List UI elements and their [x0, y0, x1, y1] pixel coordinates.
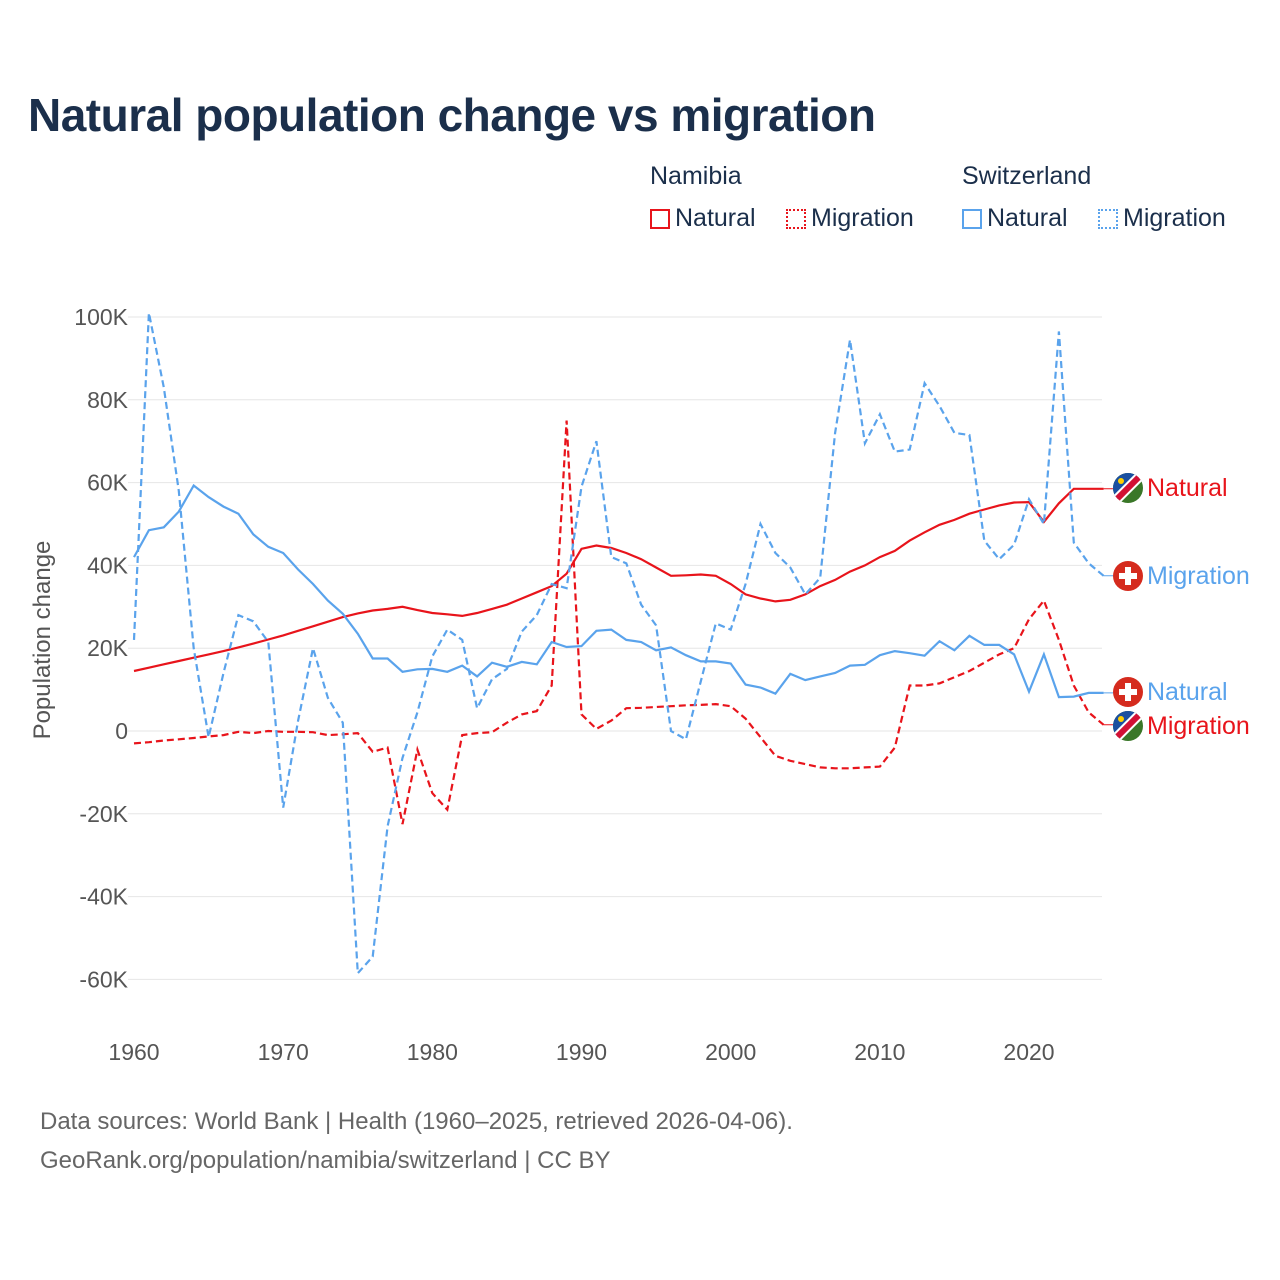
x-tick-label: 1970: [258, 1039, 309, 1065]
legend-group-title: Switzerland: [962, 162, 1092, 190]
series-line-namibia-natural[interactable]: [133, 487, 1104, 673]
namibia-flag-icon: [1113, 473, 1143, 503]
legend-item-namibia-migration[interactable]: Migration: [786, 204, 914, 233]
y-tick-label: -20K: [79, 801, 128, 827]
end-label: Migration: [1147, 712, 1250, 740]
end-label: Migration: [1147, 562, 1250, 590]
namibia-flag-icon: [1113, 711, 1143, 741]
y-tick-label: 60K: [87, 470, 129, 496]
end-label: Natural: [1147, 474, 1228, 502]
legend-item-switzerland-natural[interactable]: Natural: [962, 204, 1068, 233]
series-line-namibia-migration[interactable]: [133, 420, 1105, 825]
legend-label: Natural: [675, 204, 756, 232]
legend-swatch: [1098, 208, 1118, 229]
switzerland-flag-icon: [1113, 561, 1143, 591]
x-tick-label: 1960: [108, 1039, 159, 1065]
legend-group-switzerland: Switzerland Natural Migration: [962, 162, 1226, 232]
end-label-connector: [1103, 724, 1115, 726]
series-line-switzerland-natural[interactable]: [133, 483, 1104, 699]
x-tick-label: 1990: [556, 1039, 607, 1065]
legend-item-namibia-natural[interactable]: Natural: [650, 204, 756, 233]
y-tick-label: 0: [115, 718, 128, 744]
end-label-connector: [1103, 692, 1115, 694]
legend-swatch: [650, 208, 670, 229]
switzerland-flag-icon: [1113, 677, 1143, 707]
y-tick-label: -60K: [79, 966, 128, 992]
legend-group-title: Namibia: [650, 162, 742, 190]
legend-swatch: [962, 208, 982, 229]
y-axis-label: Population change: [29, 541, 56, 740]
legend-item-switzerland-migration[interactable]: Migration: [1098, 204, 1226, 233]
series-line-switzerland-migration[interactable]: [132, 312, 1105, 976]
x-tick-label: 2000: [705, 1039, 756, 1065]
end-label-connector: [1103, 488, 1115, 490]
footer-sources: Data sources: World Bank | Health (1960–…: [40, 1108, 793, 1135]
legend-label: Migration: [811, 204, 914, 232]
end-label: Natural: [1147, 678, 1228, 706]
legend-swatch: [786, 208, 806, 229]
legend-label: Natural: [987, 204, 1068, 232]
chart-title: Natural population change vs migration: [28, 89, 876, 141]
x-tick-label: 2020: [1003, 1039, 1054, 1065]
legend-label: Migration: [1123, 204, 1226, 232]
y-tick-label: -40K: [79, 884, 128, 910]
footer-link[interactable]: GeoRank.org/population/namibia/switzerla…: [40, 1147, 611, 1174]
y-tick-label: 100K: [74, 304, 128, 330]
x-tick-label: 2010: [854, 1039, 905, 1065]
legend-group-namibia: Namibia Natural Migration: [650, 162, 914, 232]
y-tick-label: 40K: [87, 552, 129, 578]
y-tick-label: 80K: [87, 387, 129, 413]
y-tick-label: 20K: [87, 635, 129, 661]
x-tick-label: 1980: [407, 1039, 458, 1065]
